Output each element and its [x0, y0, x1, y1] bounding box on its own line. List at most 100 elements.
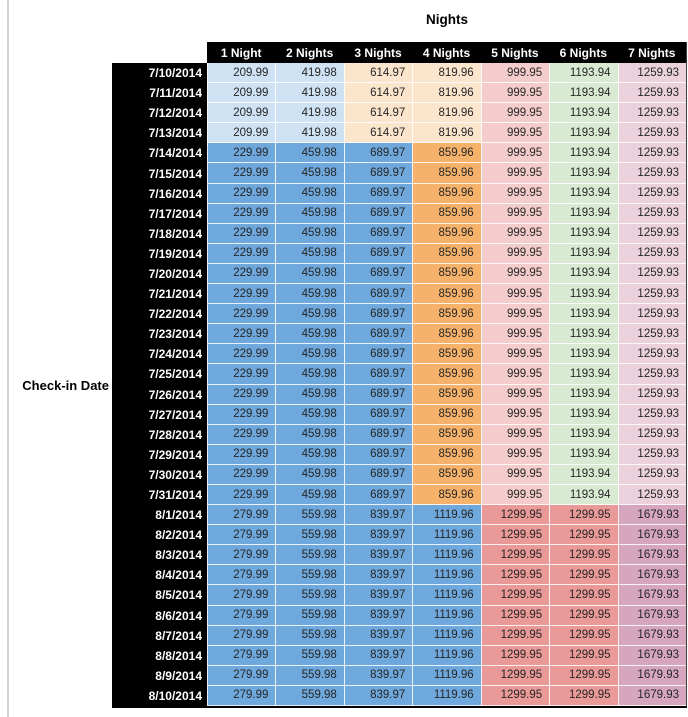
price-cell: 1299.95: [480, 585, 550, 606]
price-cell: 839.97: [343, 645, 413, 666]
price-cell: 1299.95: [549, 685, 618, 706]
price-cell: 1119.96: [412, 565, 481, 586]
price-cell: 229.99: [207, 143, 276, 164]
price-cell: 1299.95: [480, 605, 550, 626]
price-cell: 689.97: [343, 183, 413, 204]
price-cell: 559.98: [275, 545, 344, 566]
price-cell: 1259.93: [617, 364, 686, 385]
row-header-date: 8/10/2014: [112, 685, 207, 706]
price-cell: 559.98: [275, 665, 344, 686]
price-cell: 1193.94: [549, 243, 618, 264]
price-cell: 1299.95: [549, 545, 618, 566]
price-cell: 1679.93: [617, 685, 686, 706]
price-cell: 859.96: [412, 444, 481, 465]
price-cell: 1259.93: [617, 424, 686, 445]
row-header-date: 7/27/2014: [112, 404, 207, 425]
row-header-date: 7/31/2014: [112, 484, 207, 506]
price-cell: 1193.94: [549, 63, 618, 84]
row-header-date: 7/25/2014: [112, 364, 207, 385]
price-cell: 1679.93: [617, 665, 686, 686]
row-header-date: 7/30/2014: [112, 464, 207, 485]
price-cell: 229.99: [207, 384, 276, 405]
row-header-date: 7/18/2014: [112, 223, 207, 244]
price-cell: 1119.96: [412, 665, 481, 686]
price-cell: 859.96: [412, 384, 481, 405]
price-cell: 229.99: [207, 424, 276, 445]
price-cell: 1299.95: [549, 585, 618, 606]
price-cell: 1679.93: [617, 645, 686, 666]
price-cell: 1299.95: [549, 665, 618, 686]
price-cell: 1299.95: [480, 685, 550, 706]
column-header-2-nights: 2 Nights: [275, 42, 344, 63]
price-cell: 1259.93: [617, 464, 686, 485]
price-cell: 1193.94: [549, 424, 618, 445]
price-cell: 459.98: [275, 243, 344, 264]
price-cell: 1193.94: [549, 163, 618, 184]
price-cell: 1193.94: [549, 103, 618, 124]
table-corner-spacer: [112, 42, 207, 63]
column-header-4-nights: 4 Nights: [412, 42, 481, 63]
price-cell: 689.97: [343, 464, 413, 485]
price-cell: 859.96: [412, 284, 481, 305]
column-header-3-nights: 3 Nights: [343, 42, 413, 63]
price-cell: 559.98: [275, 625, 344, 646]
price-cell: 1193.94: [549, 203, 618, 224]
price-cell: 689.97: [343, 384, 413, 405]
price-cell: 1193.94: [549, 143, 618, 164]
price-cell: 279.99: [207, 665, 276, 686]
price-cell: 839.97: [343, 505, 413, 526]
price-cell: 1299.95: [549, 645, 618, 666]
row-header-date: 7/20/2014: [112, 263, 207, 285]
price-cell: 229.99: [207, 203, 276, 224]
row-header-date: 8/9/2014: [112, 665, 207, 686]
price-cell: 859.96: [412, 364, 481, 385]
price-cell: 1119.96: [412, 685, 481, 706]
price-cell: 1679.93: [617, 525, 686, 546]
price-cell: 999.95: [480, 223, 550, 244]
price-cell: 229.99: [207, 243, 276, 264]
row-header-date: 7/22/2014: [112, 304, 207, 325]
price-cell: 689.97: [343, 364, 413, 385]
price-cell: 859.96: [412, 404, 481, 425]
price-cell: 999.95: [480, 284, 550, 305]
price-cell: 999.95: [480, 123, 550, 144]
price-cell: 459.98: [275, 203, 344, 224]
price-cell: 279.99: [207, 585, 276, 606]
price-cell: 839.97: [343, 545, 413, 566]
price-cell: 614.97: [343, 123, 413, 144]
price-cell: 279.99: [207, 545, 276, 566]
price-cell: 689.97: [343, 344, 413, 365]
page-left-rule: [7, 0, 9, 717]
price-cell: 229.99: [207, 464, 276, 485]
row-header-date: 7/10/2014: [112, 63, 207, 84]
price-cell: 229.99: [207, 364, 276, 385]
price-cell: 229.99: [207, 223, 276, 244]
price-cell: 1193.94: [549, 284, 618, 305]
price-cell: 1193.94: [549, 464, 618, 485]
price-cell: 1193.94: [549, 344, 618, 365]
price-cell: 859.96: [412, 183, 481, 204]
price-cell: 689.97: [343, 263, 413, 285]
price-cell: 859.96: [412, 143, 481, 164]
price-cell: 1259.93: [617, 63, 686, 84]
price-cell: 819.96: [412, 63, 481, 84]
price-cell: 1193.94: [549, 83, 618, 104]
row-header-date: 8/2/2014: [112, 525, 207, 546]
price-cell: 999.95: [480, 484, 550, 506]
price-cell: 1679.93: [617, 545, 686, 566]
row-header-date: 7/26/2014: [112, 384, 207, 405]
price-cell: 419.98: [275, 83, 344, 104]
price-cell: 999.95: [480, 183, 550, 204]
price-cell: 1193.94: [549, 123, 618, 144]
price-cell: 279.99: [207, 605, 276, 626]
price-cell: 459.98: [275, 384, 344, 405]
price-cell: 999.95: [480, 143, 550, 164]
price-cell: 1259.93: [617, 103, 686, 124]
price-cell: 279.99: [207, 625, 276, 646]
price-cell: 999.95: [480, 464, 550, 485]
price-cell: 459.98: [275, 304, 344, 325]
price-cell: 459.98: [275, 284, 344, 305]
price-cell: 229.99: [207, 404, 276, 425]
price-cell: 1299.95: [549, 505, 618, 526]
price-cell: 459.98: [275, 364, 344, 385]
